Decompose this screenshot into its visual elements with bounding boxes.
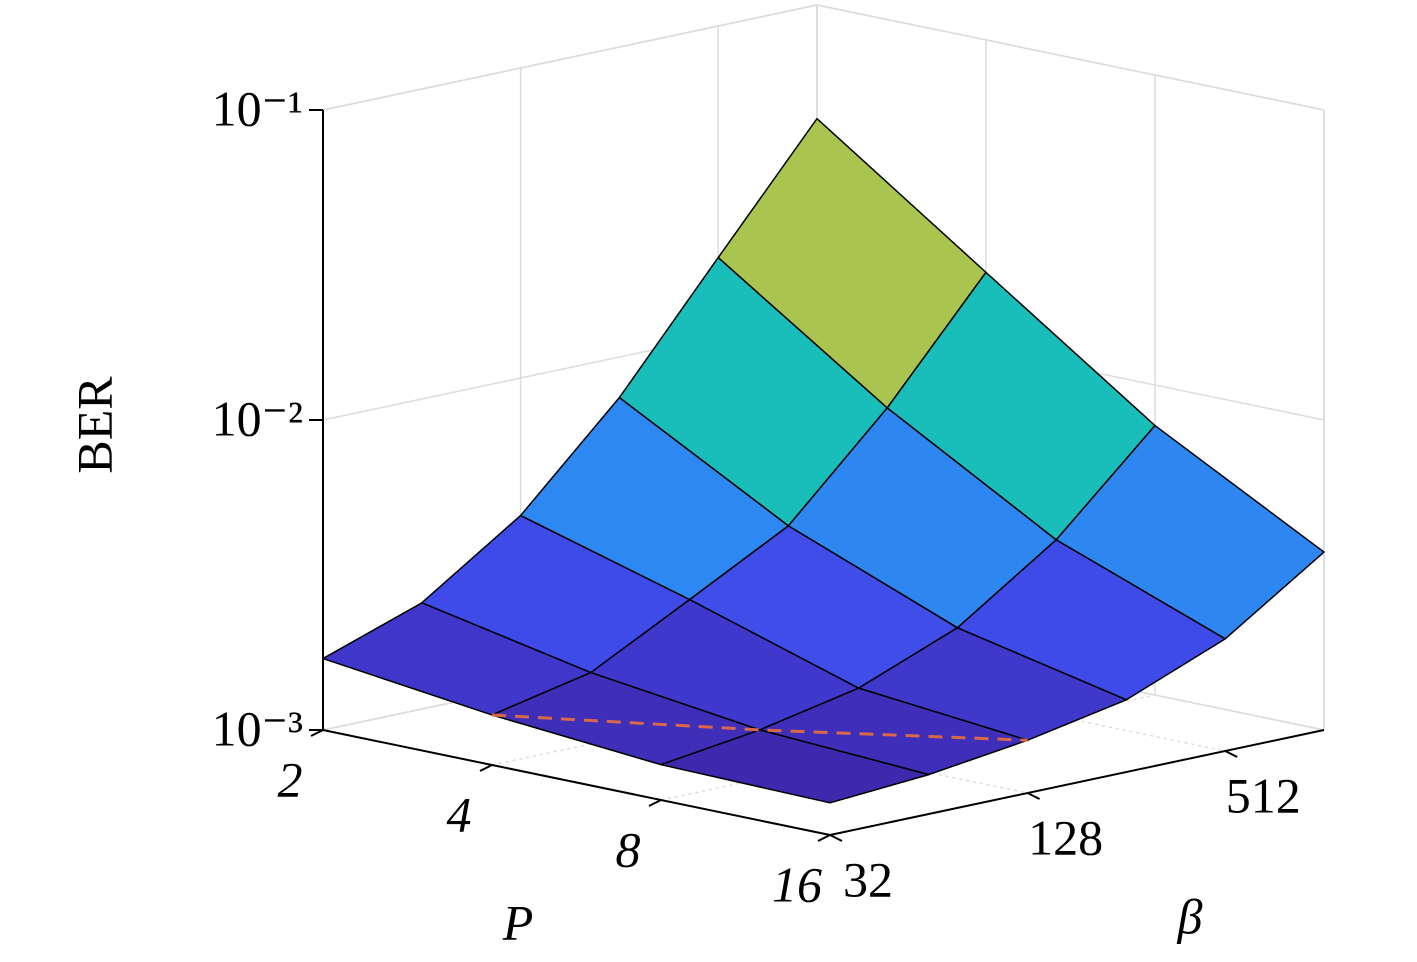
y-tick — [1224, 750, 1238, 758]
x-tick-label: 2 — [278, 751, 303, 807]
x-axis — [322, 729, 831, 836]
z-axis-label: BER — [66, 376, 122, 474]
diagonal-line — [491, 713, 1028, 742]
x-tick-label: 4 — [447, 786, 472, 842]
z-tick-label: 10⁻³ — [212, 700, 303, 756]
y-axis — [829, 729, 1325, 836]
grid-line — [322, 4, 818, 111]
x-tick — [648, 799, 662, 807]
grid-line — [816, 4, 1325, 111]
axes: 10⁻³ 10⁻² 10⁻¹ 2 4 8 16 32 128 512 — [212, 80, 1325, 912]
x-tick — [479, 764, 493, 772]
z-tick-label: 10⁻¹ — [212, 80, 303, 136]
x-tick — [310, 729, 324, 737]
surface — [322, 117, 1325, 804]
x-tick — [817, 834, 831, 842]
y-tick — [1027, 792, 1041, 800]
x-tick-label: 16 — [772, 856, 822, 912]
y-tick-label: 512 — [1226, 767, 1301, 823]
x-axis-label: P — [502, 894, 534, 950]
y-tick-label: 128 — [1028, 809, 1103, 865]
surface-cell — [660, 729, 930, 804]
y-tick — [829, 834, 843, 842]
z-tick-label: 10⁻² — [212, 390, 303, 446]
x-tick-label: 8 — [616, 821, 641, 877]
y-axis-label: β — [1177, 888, 1203, 944]
y-tick-label: 32 — [843, 851, 893, 907]
